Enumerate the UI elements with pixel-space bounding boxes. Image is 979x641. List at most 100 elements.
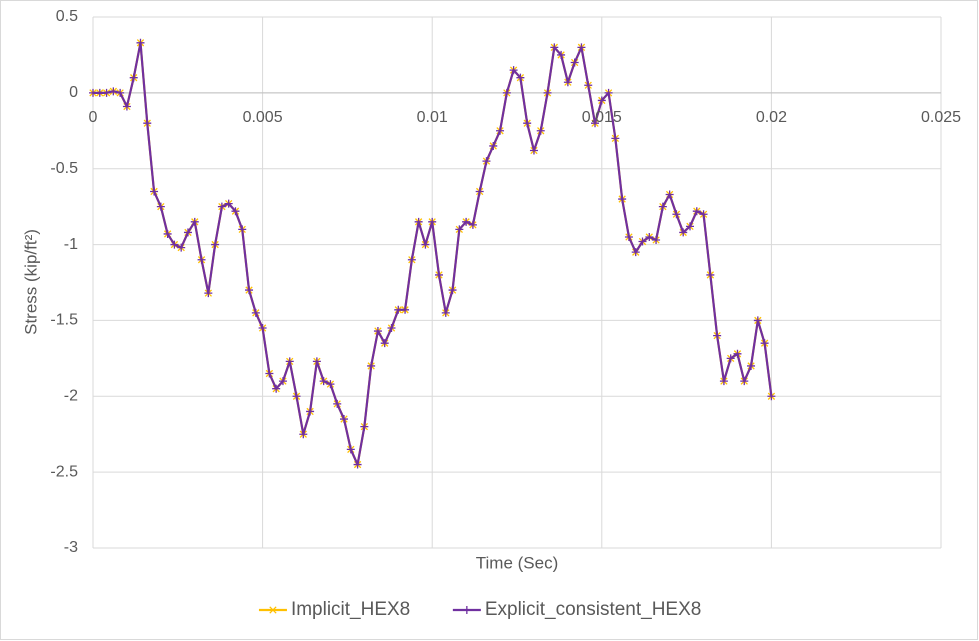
marker <box>217 202 226 211</box>
y-tick-label: -1 <box>64 236 78 253</box>
marker <box>95 88 104 97</box>
marker <box>665 190 674 199</box>
marker <box>122 102 131 111</box>
legend-label: Implicit_HEX8 <box>291 599 410 620</box>
marker <box>231 207 240 216</box>
x-tick-label: 0.015 <box>582 109 622 126</box>
marker <box>306 407 315 416</box>
marker <box>428 217 437 226</box>
marker <box>245 286 254 295</box>
marker <box>177 243 186 252</box>
marker <box>102 88 111 97</box>
marker <box>529 146 538 155</box>
marker <box>292 392 301 401</box>
marker <box>326 380 335 389</box>
marker <box>269 606 277 614</box>
grid <box>92 16 942 549</box>
marker <box>340 415 349 424</box>
y-tick-label: 0.5 <box>56 8 78 25</box>
y-tick-label: -1.5 <box>50 312 78 329</box>
marker <box>753 316 762 325</box>
marker <box>373 327 382 336</box>
marker <box>197 255 206 264</box>
marker <box>543 88 552 97</box>
marker <box>143 119 152 128</box>
marker <box>136 38 145 47</box>
marker <box>278 377 287 386</box>
marker <box>265 369 274 378</box>
marker <box>747 361 756 370</box>
marker <box>713 331 722 340</box>
y-tick-label: 0 <box>69 84 78 101</box>
marker <box>407 255 416 264</box>
y-tick-label: -3 <box>64 539 78 556</box>
marker <box>183 228 192 237</box>
marker <box>726 354 735 363</box>
marker <box>401 305 410 314</box>
marker <box>760 339 769 348</box>
x-axis-title: Time (Sec) <box>476 553 559 572</box>
marker <box>312 357 321 366</box>
marker <box>462 606 471 614</box>
marker <box>672 210 681 219</box>
marker <box>584 81 593 90</box>
marker <box>679 228 688 237</box>
marker <box>468 220 477 229</box>
plot <box>89 38 776 469</box>
y-tick-label: -2 <box>64 388 78 405</box>
marker <box>211 240 220 249</box>
marker <box>699 210 708 219</box>
marker <box>394 305 403 314</box>
marker <box>624 232 633 241</box>
marker <box>509 66 518 75</box>
marker <box>550 43 559 52</box>
marker <box>204 289 213 298</box>
marker <box>129 73 138 82</box>
marker <box>496 126 505 135</box>
marker <box>299 430 308 439</box>
marker <box>618 195 627 204</box>
marker <box>536 126 545 135</box>
marker <box>319 377 328 386</box>
marker <box>462 217 471 226</box>
marker <box>156 202 165 211</box>
marker <box>577 43 586 52</box>
x-tick-label: 0.005 <box>243 109 283 126</box>
marker <box>434 270 443 279</box>
marker <box>116 88 125 97</box>
x-tick-label: 0.01 <box>417 109 448 126</box>
marker <box>523 119 532 128</box>
marker <box>740 377 749 386</box>
x-tick-label: 0 <box>89 109 98 126</box>
marker <box>238 225 247 234</box>
marker <box>190 217 199 226</box>
marker <box>489 141 498 150</box>
marker <box>367 361 376 370</box>
marker <box>170 240 179 249</box>
marker <box>224 199 233 208</box>
marker <box>414 217 423 226</box>
marker <box>638 237 647 246</box>
y-axis-title: Stress (kip/ft²) <box>21 229 40 335</box>
marker <box>455 225 464 234</box>
x-tick-label: 0.025 <box>921 109 961 126</box>
marker <box>604 88 613 97</box>
marker <box>563 78 572 87</box>
marker <box>163 229 172 238</box>
marker <box>685 222 694 231</box>
marker <box>652 236 661 245</box>
marker <box>387 324 396 333</box>
marker <box>658 202 667 211</box>
marker <box>570 58 579 67</box>
marker <box>272 384 281 393</box>
marker <box>733 349 742 358</box>
marker <box>767 392 776 401</box>
marker <box>591 119 600 128</box>
marker <box>353 460 362 469</box>
marker <box>557 50 566 59</box>
marker <box>645 232 654 241</box>
marker <box>441 308 450 317</box>
marker <box>482 157 491 166</box>
marker <box>258 324 267 333</box>
